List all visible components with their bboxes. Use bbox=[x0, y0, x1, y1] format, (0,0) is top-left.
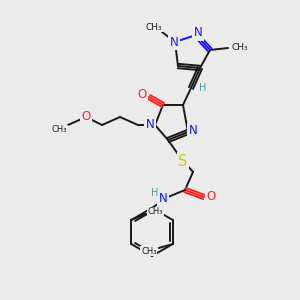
Text: CH₃: CH₃ bbox=[141, 247, 157, 256]
Text: N: N bbox=[159, 191, 167, 205]
Text: O: O bbox=[81, 110, 91, 122]
Text: S: S bbox=[178, 154, 188, 169]
Text: CH₃: CH₃ bbox=[232, 43, 248, 52]
Text: H: H bbox=[199, 83, 207, 93]
Text: CH₃: CH₃ bbox=[51, 125, 67, 134]
Text: N: N bbox=[146, 118, 154, 130]
Text: CH₃: CH₃ bbox=[146, 22, 162, 32]
Text: N: N bbox=[169, 35, 178, 49]
Text: H: H bbox=[151, 188, 159, 198]
Text: CH₃: CH₃ bbox=[148, 208, 163, 217]
Text: N: N bbox=[194, 26, 202, 40]
Text: N: N bbox=[189, 124, 197, 137]
Text: O: O bbox=[206, 190, 216, 203]
Text: O: O bbox=[137, 88, 147, 100]
